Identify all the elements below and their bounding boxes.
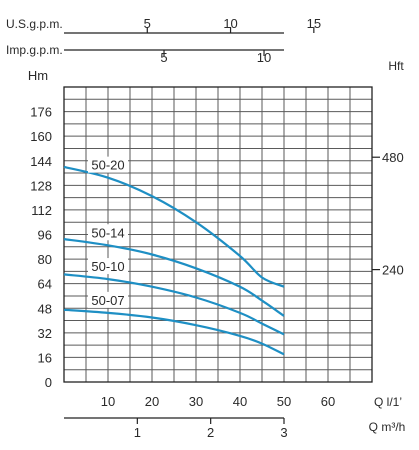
axis-labels: Hm0163248648096112128144160176Hft240480U…: [6, 16, 405, 440]
y-tick-label: 144: [30, 154, 52, 169]
y-tick-label: 48: [38, 301, 52, 316]
curve-50-07: [63, 308, 285, 356]
performance-curves: 50-20 50-14 50-10 50-07: [63, 156, 285, 356]
y-tick-label: 0: [45, 375, 52, 390]
y-tick-label: 32: [38, 326, 52, 341]
series-label-bg: [88, 224, 128, 241]
hft-tick-label: 240: [382, 263, 404, 278]
x-axis-label-lmin: Q l/1’: [374, 395, 402, 409]
x-tick-label: 20: [145, 394, 159, 409]
impgpm-tick-label: 5: [160, 50, 167, 65]
impgpm-tick-label: 10: [257, 50, 271, 65]
y-axis-label-hm: Hm: [28, 68, 48, 83]
y-tick-label: 16: [38, 350, 52, 365]
m3h-tick-label: 1: [134, 425, 141, 440]
y-tick-label: 96: [38, 228, 52, 243]
y-tick-label: 160: [30, 129, 52, 144]
hft-tick-label: 480: [382, 150, 404, 165]
y-tick-label: 112: [31, 203, 52, 218]
usgpm-tick-label: 5: [144, 16, 151, 31]
series-label-bg: [88, 156, 128, 173]
series-label: 50-07: [91, 293, 124, 308]
y-tick-label: 128: [30, 178, 52, 193]
series-label: 50-14: [91, 225, 124, 240]
series-label: 50-10: [91, 259, 124, 274]
x-tick-label: 40: [233, 394, 247, 409]
x-tick-label: 50: [277, 394, 291, 409]
m3h-tick-label: 2: [207, 425, 214, 440]
x-tick-label: 10: [101, 394, 115, 409]
series-label-bg: [88, 291, 128, 308]
series-label-bg: [88, 258, 128, 275]
curve-50-14: [63, 238, 285, 317]
x-tick-label: 30: [189, 394, 203, 409]
usgpm-tick-label: 10: [223, 16, 237, 31]
usgpm-tick-label: 15: [307, 16, 321, 31]
y-tick-label: 64: [38, 277, 52, 292]
x-axis-label-m3h: Q m³/h: [369, 420, 406, 434]
top-axis-label-usgpm: U.S.g.p.m.: [6, 17, 63, 31]
y-tick-label: 176: [30, 105, 52, 120]
curve-50-10: [63, 273, 285, 336]
y-axis-label-hft: Hft: [388, 59, 404, 73]
series-label: 50-20: [91, 158, 124, 173]
m3h-tick-label: 3: [280, 425, 287, 440]
top-axis-label-impgpm: Imp.g.p.m.: [6, 43, 63, 57]
curve-50-20: [63, 165, 285, 288]
plot-frame: [63, 86, 373, 383]
y-tick-label: 80: [38, 252, 52, 267]
x-tick-label: 60: [321, 394, 335, 409]
